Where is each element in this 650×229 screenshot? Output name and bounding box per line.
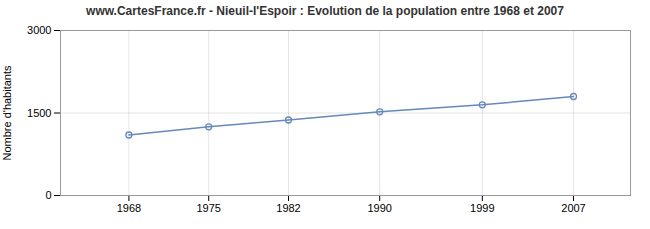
svg-text:Nombre d'habitants: Nombre d'habitants (1, 65, 13, 161)
svg-text:1968: 1968 (117, 202, 141, 214)
svg-text:2007: 2007 (561, 202, 585, 214)
svg-text:3000: 3000 (27, 24, 51, 36)
svg-text:1999: 1999 (470, 202, 494, 214)
svg-text:1975: 1975 (196, 202, 220, 214)
svg-text:1982: 1982 (276, 202, 300, 214)
svg-text:1990: 1990 (367, 202, 391, 214)
html-text:www.CartesFrance.fr - Nieuil-l: www.CartesFrance.fr - Nieuil-l'Espoir : … (86, 4, 564, 18)
svg-text:1500: 1500 (27, 107, 51, 119)
svg-text:0: 0 (45, 189, 51, 201)
